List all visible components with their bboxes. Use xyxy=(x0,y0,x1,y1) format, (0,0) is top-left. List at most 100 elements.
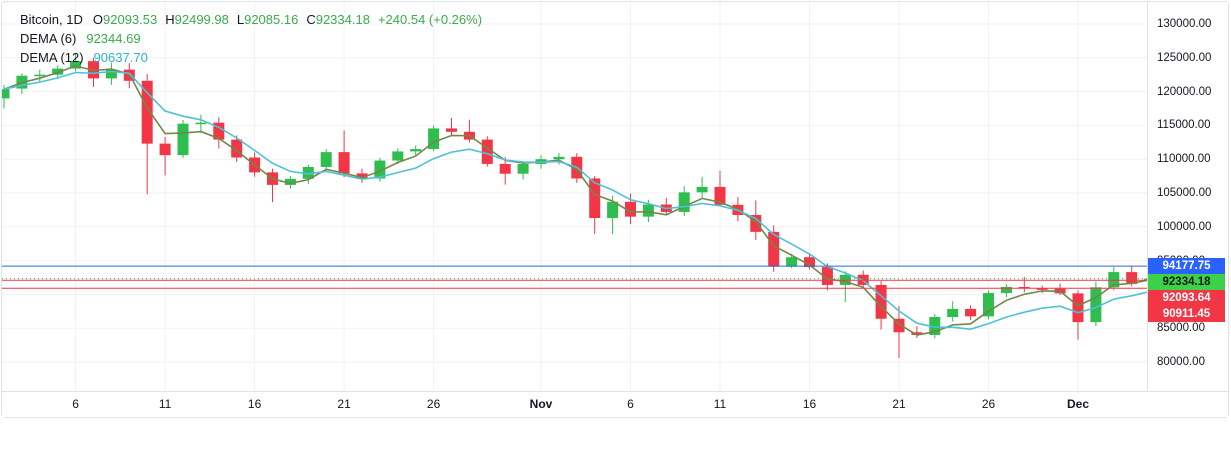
price-axis-label: 85000.00 xyxy=(1157,322,1205,335)
candle-body xyxy=(589,178,601,219)
candle-body xyxy=(642,204,654,217)
price-axis-label: 130000.00 xyxy=(1157,18,1212,30)
candle-body xyxy=(893,318,905,333)
candlestick-chart xyxy=(2,2,1147,391)
candle-body xyxy=(517,163,529,174)
time-axis-label: 11 xyxy=(713,397,727,411)
candle-body xyxy=(141,80,153,144)
candle-body xyxy=(696,186,708,193)
time-axis-label: 6 xyxy=(627,397,634,411)
candle-body xyxy=(1144,278,1147,281)
time-axis-label: 26 xyxy=(981,397,996,411)
time-axis[interactable]: 6 11 16 21 26 Nov 6 11 16 21 26 Dec xyxy=(2,391,1228,417)
time-axis-label: 16 xyxy=(802,397,817,411)
candle-body xyxy=(929,317,941,335)
candle-body xyxy=(911,332,923,335)
candle-body xyxy=(356,173,368,179)
candle-body xyxy=(428,128,440,150)
time-axis-label: Nov xyxy=(529,397,553,411)
candle-body xyxy=(1000,286,1012,294)
candle-body xyxy=(1036,288,1048,290)
price-axis-label: 115000.00 xyxy=(1157,119,1211,132)
time-axis-label: 21 xyxy=(892,397,906,411)
candle-body xyxy=(34,74,46,77)
candle-body xyxy=(625,201,636,217)
time-axis-label: 16 xyxy=(247,397,262,411)
candle-body xyxy=(1090,287,1102,323)
candle-body xyxy=(320,152,332,167)
candle-body xyxy=(70,61,82,69)
candle-body xyxy=(553,156,565,160)
indicator-name: DEMA (12) xyxy=(20,50,84,65)
candle-body xyxy=(1108,272,1120,288)
candle-body xyxy=(750,214,762,232)
candle-body xyxy=(786,257,798,267)
price-badge: 92334.18 xyxy=(1148,274,1225,291)
ohlc-close: C92334.18 xyxy=(306,12,370,27)
candle-body xyxy=(231,139,243,158)
chart-panel: Bitcoin, 1D O92093.53 H92499.98 L92085.16 C9… xyxy=(1,1,1229,418)
time-axis-label: Dec xyxy=(1066,397,1090,411)
candle-body xyxy=(213,122,225,140)
ohlc-low: L92085.16 xyxy=(236,12,299,27)
candle-body xyxy=(714,186,726,205)
price-axis-label: 120000.00 xyxy=(1157,85,1212,98)
candle-body xyxy=(410,149,422,152)
ohlc-open: O92093.53 xyxy=(92,12,158,27)
time-axis-label: 11 xyxy=(158,397,172,411)
candle-body xyxy=(105,69,117,79)
candle-body xyxy=(446,128,457,132)
candle-body xyxy=(302,166,314,179)
candle-body xyxy=(607,201,619,219)
candle-body xyxy=(195,122,207,125)
candle-body xyxy=(177,123,189,156)
candle-body xyxy=(338,152,350,174)
candle-body xyxy=(1018,286,1030,289)
candle-body xyxy=(875,284,887,319)
price-axis-label: 110000.00 xyxy=(1157,153,1211,166)
footer: TradingView xyxy=(0,419,1231,452)
legend-row-dema12: DEMA (12) 90637.70 xyxy=(20,48,482,67)
price-badge: 94177.75 xyxy=(1148,258,1225,275)
change-value: +240.54 (+0.26%) xyxy=(377,12,483,27)
legend-row-symbol: Bitcoin, 1D O92093.53 H92499.98 L92085.16 C9… xyxy=(20,10,482,29)
candle-body xyxy=(284,178,296,185)
dema6-line xyxy=(3,65,1147,336)
indicator-name: DEMA (6) xyxy=(20,31,77,46)
time-axis-label: 26 xyxy=(426,397,441,411)
candle-body xyxy=(2,89,10,99)
price-badge: 92093.64 xyxy=(1148,290,1225,307)
price-axis-label: 100000.00 xyxy=(1157,220,1212,233)
symbol-title: Bitcoin, 1D xyxy=(20,12,83,27)
time-axis-label: 6 xyxy=(72,397,79,411)
candle-body xyxy=(481,139,493,164)
price-chart-canvas[interactable]: Bitcoin, 1D O92093.53 H92499.98 L92085.16 C9… xyxy=(2,2,1147,391)
candle-body xyxy=(392,151,404,161)
candle-body xyxy=(1072,293,1084,323)
candle-body xyxy=(1126,272,1138,284)
legend-row-dema6: DEMA (6) 92344.69 xyxy=(20,29,482,48)
price-badge: 90911.45 xyxy=(1148,306,1225,323)
candle-body xyxy=(804,257,815,268)
candle-body xyxy=(965,308,977,317)
price-axis-label: 105000.00 xyxy=(1157,187,1212,199)
price-axis-label: 80000.00 xyxy=(1157,356,1205,368)
candle-body xyxy=(374,160,386,179)
ohlc-high: H92499.98 xyxy=(165,12,229,27)
candle-body xyxy=(821,267,833,285)
indicator-value: 92344.69 xyxy=(86,31,141,46)
candle-body xyxy=(678,192,690,212)
candle-body xyxy=(159,143,171,156)
candle-body xyxy=(947,308,959,318)
candle-body xyxy=(983,293,994,317)
candle-body xyxy=(52,68,64,75)
indicator-value: 90637.70 xyxy=(93,50,148,65)
candle-body xyxy=(768,231,780,267)
legend: Bitcoin, 1D O92093.53 H92499.98 L92085.16 C9… xyxy=(20,10,482,67)
price-axis[interactable]: 130000.00 125000.00 120000.00 115000.00 1100… xyxy=(1147,2,1228,391)
dema12-line xyxy=(3,70,1147,331)
price-axis-label: 125000.00 xyxy=(1157,51,1212,64)
time-axis-label: 21 xyxy=(337,397,351,411)
candle-body xyxy=(499,163,511,174)
